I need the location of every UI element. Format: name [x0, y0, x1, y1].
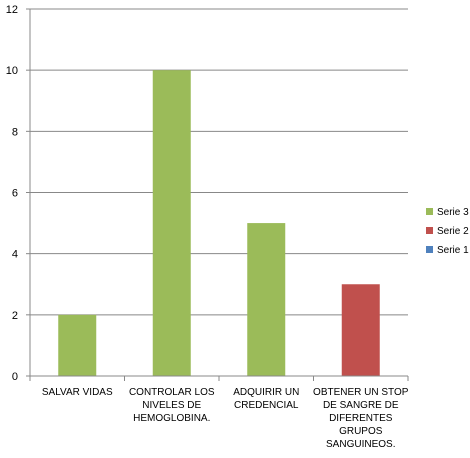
x-category-label-line: CREDENCIAL [234, 400, 299, 411]
y-tick-label: 4 [12, 249, 18, 261]
x-category-label-line: ADQUIRIR UN [233, 387, 299, 398]
x-category-label-line: CONTROLAR LOS [129, 387, 215, 398]
y-tick-label: 2 [12, 310, 18, 322]
x-category-label-line: OBTENER UN STOP [313, 387, 409, 398]
legend-swatch [426, 246, 433, 253]
y-tick-label: 10 [6, 65, 18, 77]
x-category-label-line: GRUPOS [339, 426, 383, 437]
x-category-label: CONTROLAR LOS NIVELES DE HEMOGLOBINA. [129, 387, 215, 424]
x-category-label-line: DE SANGRE DE [323, 400, 399, 411]
x-category-label-line: SANGUINEOS. [326, 439, 395, 450]
bar-serie-3 [58, 314, 97, 376]
bars [58, 70, 380, 377]
y-tick-label: 6 [12, 188, 18, 200]
bar-serie-3 [247, 223, 286, 376]
x-tick-labels: SALVAR VIDAS CONTROLAR LOS NIVELES DE HEMOG… [42, 387, 409, 450]
legend-label: Serie 3 [437, 207, 469, 218]
x-category-label: ADQUIRIR UN CREDENCIAL [233, 387, 299, 411]
x-category-label-line: DIFERENTES [329, 413, 393, 424]
bar-serie-3 [152, 70, 191, 377]
bar-serie-2 [341, 284, 380, 376]
y-tick-label: 8 [12, 126, 18, 138]
x-category-label-line: NIVELES DE [142, 400, 201, 411]
legend-label: Serie 1 [437, 245, 469, 256]
legend-label: Serie 2 [437, 226, 469, 237]
legend-swatch [426, 208, 433, 215]
legend-swatch [426, 227, 433, 234]
legend: Serie 3 Serie 2 Serie 1 [426, 207, 469, 256]
x-category-label-line: HEMOGLOBINA. [133, 413, 210, 424]
x-category-label-line: SALVAR VIDAS [42, 387, 113, 398]
y-tick-label: 0 [12, 371, 18, 383]
gridlines [30, 8, 408, 316]
y-tick-label: 12 [6, 4, 18, 16]
x-category-label: OBTENER UN STOP DE SANGRE DE DIFERENTES GRU… [313, 387, 409, 450]
y-tick-labels: 0 2 4 6 8 10 12 [6, 4, 18, 383]
axes [26, 8, 409, 381]
x-category-label: SALVAR VIDAS [42, 387, 113, 398]
